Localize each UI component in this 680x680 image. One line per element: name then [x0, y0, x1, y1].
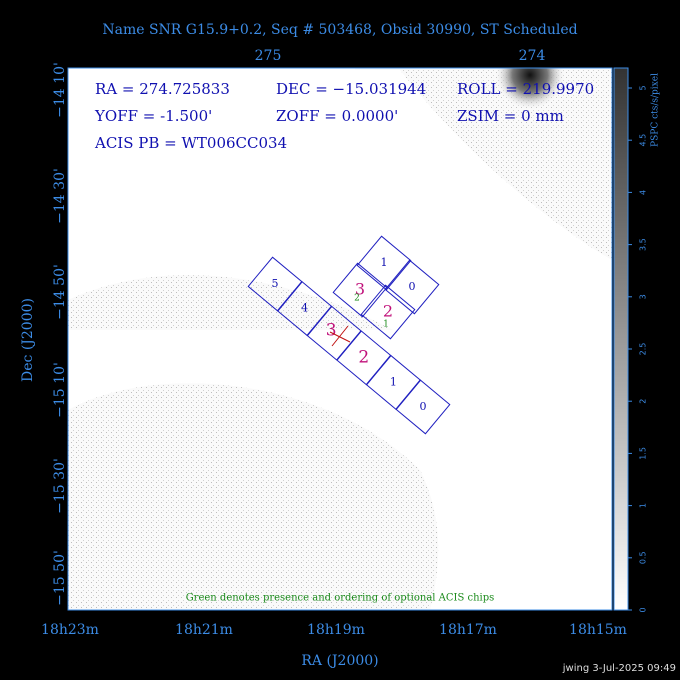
y-axis-label: Dec (J2000) — [20, 298, 36, 382]
bottom-tick-label: 18h19m — [307, 622, 365, 638]
colorbar-tick-label: 4.5 — [639, 134, 648, 147]
colorbar-tick-label: 2.5 — [639, 343, 648, 356]
sky-image — [68, 68, 612, 610]
info-text: ROLL = 219.9970 — [457, 80, 594, 98]
chip-outline — [395, 379, 451, 435]
colorbar-tick-label: 1.5 — [639, 447, 648, 460]
colorbar-tick-label: 0 — [639, 607, 648, 612]
left-tick-label: −14 50' — [52, 264, 68, 320]
info-text: YOFF = -1.500' — [94, 107, 212, 125]
chip — [395, 379, 451, 435]
info-text: ZOFF = 0.0000' — [276, 107, 398, 125]
top-tick-label: 275 — [255, 48, 282, 64]
bottom-tick-label: 18h21m — [175, 622, 233, 638]
left-tick-label: −14 10' — [52, 62, 68, 118]
optional-chip-label: 1 — [383, 320, 389, 330]
chip-outline — [332, 262, 388, 318]
left-tick-label: −14 30' — [52, 168, 68, 224]
left-tick-label: −15 10' — [52, 362, 68, 418]
left-tick-label: −15 50' — [52, 550, 68, 606]
colorbar-label: PSPC cts/s/pixel — [651, 73, 661, 147]
colorbar-tick-label: 1 — [639, 503, 648, 508]
source — [495, 68, 565, 110]
colorbar-tick-label: 5 — [639, 85, 648, 90]
chip-label: 2 — [358, 347, 369, 367]
chip-label: 3 — [355, 280, 365, 299]
chip-label: 5 — [272, 277, 279, 290]
colorbar-tick-label: 4 — [639, 190, 648, 195]
note: Green denotes presence and ordering of o… — [186, 593, 495, 604]
region — [68, 68, 612, 360]
frame — [67, 67, 613, 611]
chip-label: 0 — [420, 400, 427, 413]
chip-outline — [384, 259, 440, 315]
colorbar-tick-label: 2 — [639, 399, 648, 404]
info-text: DEC = −15.031944 — [276, 80, 426, 98]
colorbar-tick-label: 3.5 — [639, 238, 648, 251]
x-axis-label: RA (J2000) — [301, 653, 378, 669]
colorbar — [613, 67, 629, 611]
footer: jwing 3-Jul-2025 09:49 — [562, 663, 676, 674]
pointing-mark — [329, 331, 351, 343]
chip-label: 4 — [301, 302, 308, 315]
chip — [332, 262, 388, 318]
bottom-tick-label: 18h17m — [439, 622, 497, 638]
top-tick-label: 274 — [519, 48, 546, 64]
chip-label: 2 — [383, 302, 393, 321]
info-text: RA = 274.725833 — [95, 80, 230, 98]
bottom-tick-label: 18h23m — [41, 622, 99, 638]
info-text: ZSIM = 0 mm — [457, 107, 564, 125]
optional-chip-label: 2 — [354, 294, 360, 304]
chip-label: 0 — [409, 280, 416, 293]
region — [68, 330, 612, 610]
chip-label: 1 — [381, 256, 388, 269]
chip — [384, 259, 440, 315]
chip-outline — [360, 284, 416, 340]
chip-label: 1 — [390, 375, 397, 388]
chip — [360, 284, 416, 340]
chip-outline — [356, 235, 412, 291]
bottom-tick-label: 18h15m — [569, 622, 627, 638]
left-tick-label: −15 30' — [52, 458, 68, 514]
pointing-mark — [331, 325, 349, 347]
info-text: ACIS PB = WT006CC034 — [94, 134, 287, 152]
chip — [356, 235, 412, 291]
colorbar-tick-label: 3 — [639, 294, 648, 299]
colorbar-tick-label: 0.5 — [639, 551, 648, 564]
title: Name SNR G15.9+0.2, Seq # 503468, Obsid … — [102, 22, 577, 38]
chip-label: 3 — [326, 321, 337, 341]
